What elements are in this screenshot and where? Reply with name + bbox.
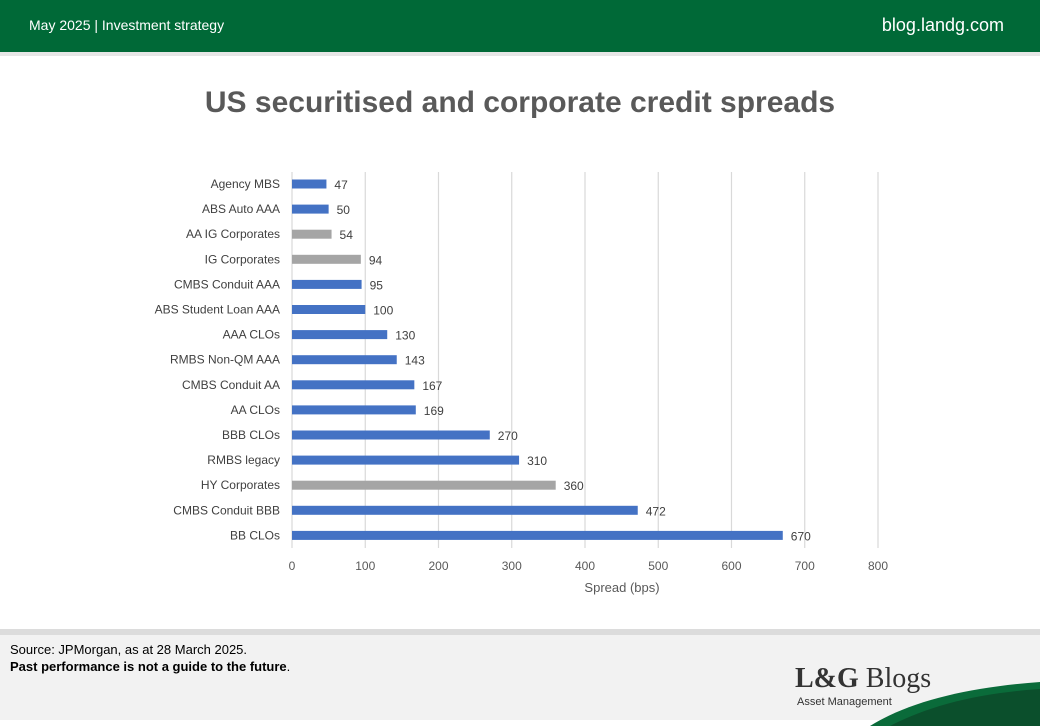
bar-chart: 0 100 200 300 400 500 600 700 800 Spread (bps) Age… [155, 172, 888, 595]
category-label: RMBS legacy [207, 453, 280, 467]
bar [292, 204, 329, 214]
lg-blogs-logo: L&G Blogs Asset Management [795, 663, 955, 713]
disclaimer: Past performance is not a guide to the f… [10, 659, 290, 674]
bar [292, 380, 415, 390]
category-label: CMBS Conduit BBB [173, 503, 280, 517]
bar [292, 330, 388, 340]
data-label: 130 [395, 329, 415, 343]
bar [292, 505, 638, 515]
bar [292, 305, 366, 314]
footer: Source: JPMorgan, as at 28 March 2025. P… [0, 629, 1040, 726]
category-label: AAA CLOs [223, 328, 280, 342]
x-tick-label: 600 [721, 559, 741, 573]
x-tick-label: 300 [502, 559, 522, 573]
x-tick-label: 400 [575, 559, 595, 573]
category-label: ABS Auto AAA [202, 202, 280, 216]
data-label: 94 [369, 253, 383, 267]
category-label: CMBS Conduit AA [182, 378, 280, 392]
data-label: 270 [498, 429, 518, 443]
x-tick-label: 100 [355, 559, 375, 573]
category-label: CMBS Conduit AAA [174, 277, 280, 291]
green-swoosh-graphic [870, 682, 1040, 726]
x-tick-label: 200 [428, 559, 448, 573]
x-tick-label: 500 [648, 559, 668, 573]
bar [292, 355, 397, 365]
category-label: AA IG Corporates [186, 227, 280, 241]
data-label: 360 [564, 479, 584, 493]
bar [292, 279, 362, 289]
x-tick-label: 700 [795, 559, 815, 573]
data-label: 47 [334, 178, 348, 192]
disclaimer-bold: Past performance is not a guide to the f… [10, 659, 287, 674]
data-label: 143 [405, 354, 425, 368]
header-site-link[interactable]: blog.landg.com [881, 15, 1004, 35]
category-label: BBB CLOs [222, 428, 280, 442]
bar [292, 254, 361, 264]
data-label: 310 [527, 454, 547, 468]
bar [292, 480, 556, 490]
category-label: BB CLOs [230, 528, 280, 542]
logo-brand-rest: Blogs [858, 663, 932, 694]
bar [292, 455, 520, 465]
bar [292, 530, 783, 540]
data-label: 54 [340, 228, 354, 242]
category-label: HY Corporates [201, 478, 280, 492]
data-label: 167 [422, 379, 442, 393]
category-label: Agency MBS [211, 177, 280, 191]
category-label: RMBS Non-QM AAA [170, 353, 280, 367]
source-note: Source: JPMorgan, as at 28 March 2025. [10, 642, 248, 657]
bar [292, 179, 327, 189]
logo-brand-bold: L&G [795, 663, 859, 694]
header-bar: May 2025 | Investment strategy blog.land… [0, 0, 1040, 52]
category-label: AA CLOs [231, 403, 280, 417]
header-divider [0, 52, 1040, 56]
bar [292, 430, 490, 440]
category-label: ABS Student Loan AAA [155, 303, 280, 317]
data-label: 169 [424, 404, 444, 418]
bar [292, 229, 332, 239]
logo-subtitle: Asset Management [797, 696, 892, 708]
data-label: 95 [370, 278, 384, 292]
data-label: 50 [337, 203, 351, 217]
category-label: IG Corporates [205, 252, 280, 266]
bar [292, 405, 416, 415]
x-tick-label: 800 [868, 559, 888, 573]
data-label: 100 [373, 304, 393, 318]
data-label: 472 [646, 504, 666, 518]
x-axis-title: Spread (bps) [584, 580, 659, 595]
disclaimer-end: . [286, 659, 291, 674]
chart-title: US securitised and corporate credit spre… [204, 86, 836, 119]
header-date-category: May 2025 | Investment strategy [29, 17, 225, 33]
x-tick-label: 0 [289, 559, 296, 573]
data-label: 670 [791, 529, 811, 543]
